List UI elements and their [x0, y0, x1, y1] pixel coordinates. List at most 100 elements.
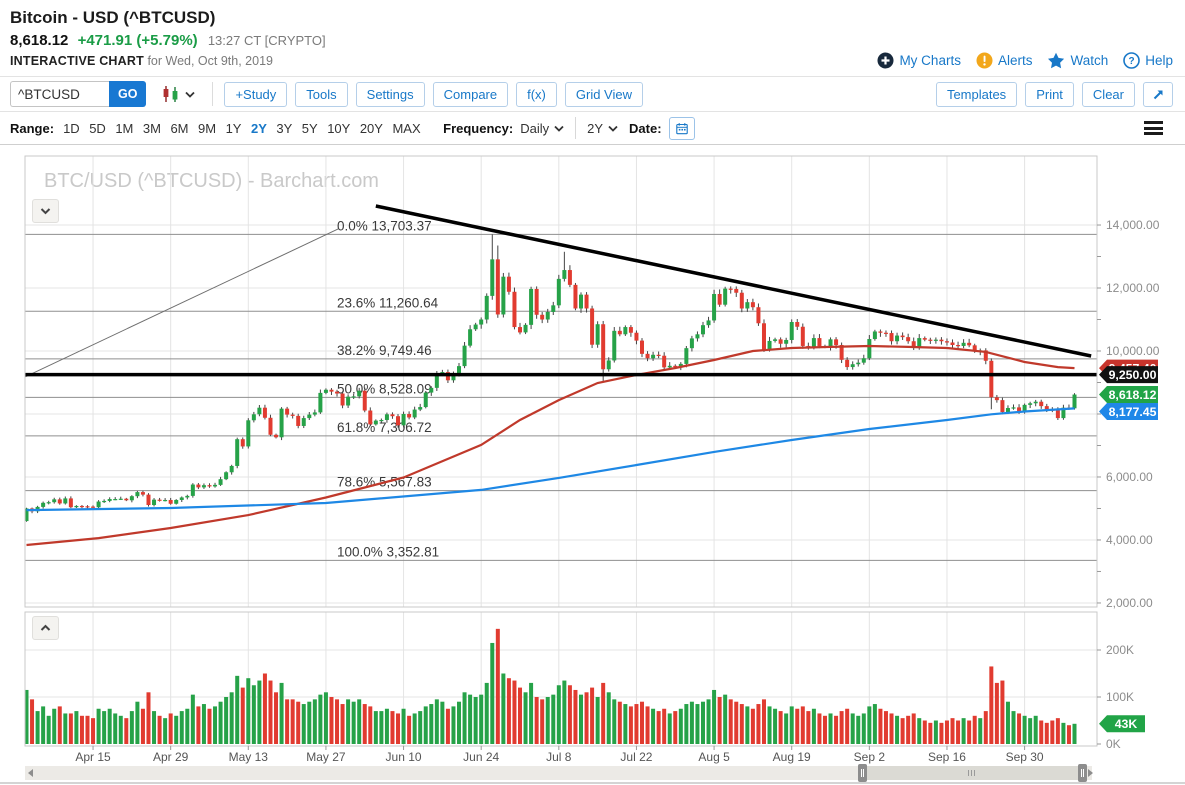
chart-scrollbar[interactable]	[25, 764, 1093, 782]
svg-text:200K: 200K	[1106, 643, 1134, 657]
function-button[interactable]: f(x)	[516, 81, 557, 107]
chevron-up-icon	[40, 624, 51, 631]
date-picker-button[interactable]	[668, 116, 695, 140]
range-option-1D[interactable]: 1D	[63, 120, 80, 136]
expand-chart-button[interactable]	[1143, 81, 1173, 107]
watch-link[interactable]: Watch	[1047, 52, 1108, 69]
chart-menu-button[interactable]	[1144, 121, 1163, 138]
watch-label: Watch	[1070, 53, 1109, 68]
range-option-5D[interactable]: 5D	[89, 120, 106, 136]
period-dropdown[interactable]: 2Y	[587, 121, 618, 136]
moving-averages	[26, 344, 1075, 547]
chevron-down-icon	[40, 208, 51, 215]
trendlines-under	[24, 228, 339, 378]
scrollbar-grip[interactable]	[968, 770, 975, 776]
range-option-6M[interactable]: 6M	[170, 120, 189, 136]
ascending-trendline[interactable]	[24, 228, 339, 378]
price-axis-labels: 14,000.0012,000.0010,000.008,000.006,000…	[1106, 218, 1160, 751]
svg-text:12,000.00: 12,000.00	[1106, 281, 1160, 295]
svg-text:9,250.00: 9,250.00	[1109, 368, 1157, 382]
svg-text:Jul 22: Jul 22	[620, 750, 652, 764]
svg-text:May 13: May 13	[229, 750, 269, 764]
scrollbar-right-arrow-icon[interactable]	[1088, 769, 1093, 777]
page-bottom-divider	[0, 782, 1185, 784]
range-label: Range:	[10, 120, 55, 136]
volume-pane-expand-button[interactable]	[32, 616, 59, 640]
chevron-down-icon	[185, 91, 196, 98]
candlestick-chart-icon	[164, 86, 178, 102]
chevron-down-icon	[554, 125, 564, 132]
quote-line: 8,618.12 +471.91 (+5.79%) 13:27 CT [CRYP…	[10, 32, 1175, 49]
svg-text:61.8% 7,306.72: 61.8% 7,306.72	[337, 420, 432, 435]
range-option-3M[interactable]: 3M	[142, 120, 161, 136]
toolbar-divider	[212, 82, 214, 106]
help-label: Help	[1145, 53, 1173, 68]
range-option-9M[interactable]: 9M	[198, 120, 217, 136]
range-option-2Y[interactable]: 2Y	[250, 120, 267, 136]
chart-type-button[interactable]	[155, 84, 201, 104]
add-study-button[interactable]: +Study	[224, 81, 288, 107]
chevron-down-icon	[608, 125, 618, 132]
templates-button[interactable]: Templates	[935, 81, 1018, 107]
go-button[interactable]: GO	[109, 81, 147, 107]
scrollbar-left-arrow-icon[interactable]	[28, 769, 33, 777]
my-charts-link[interactable]: My Charts	[877, 52, 961, 69]
scrollbar-right-handle[interactable]	[1078, 764, 1087, 782]
svg-text:0.0% 13,703.37: 0.0% 13,703.37	[337, 218, 432, 233]
help-link[interactable]: ? Help	[1123, 52, 1173, 69]
price-pane-collapse-button[interactable]	[32, 199, 59, 223]
compare-button[interactable]: Compare	[432, 81, 509, 107]
print-button[interactable]: Print	[1025, 81, 1074, 107]
clear-button[interactable]: Clear	[1081, 81, 1135, 107]
chart-toolbar: GO +Study Tools Settings Compare f(x) Gr…	[0, 76, 1185, 112]
svg-text:100.0% 3,352.81: 100.0% 3,352.81	[337, 544, 439, 559]
symbol-input[interactable]	[10, 81, 109, 107]
range-option-1M[interactable]: 1M	[115, 120, 134, 136]
range-option-10Y[interactable]: 10Y	[327, 120, 351, 136]
svg-text:4,000.00: 4,000.00	[1106, 533, 1153, 547]
pane-frames	[24, 155, 1101, 750]
scrollbar-left-handle[interactable]	[858, 764, 867, 782]
range-option-1Y[interactable]: 1Y	[225, 120, 242, 136]
svg-text:BTC/USD (^BTCUSD) - Barchart.c: BTC/USD (^BTCUSD) - Barchart.com	[44, 170, 379, 192]
svg-text:Jul 8: Jul 8	[546, 750, 572, 764]
svg-text:2,000.00: 2,000.00	[1106, 596, 1153, 610]
svg-text:14,000.00: 14,000.00	[1106, 218, 1160, 232]
chart-date: for Wed, Oct 9th, 2019	[147, 54, 273, 68]
grid-view-button[interactable]: Grid View	[564, 81, 644, 107]
svg-text:0K: 0K	[1106, 737, 1121, 751]
scrollbar-range[interactable]	[858, 764, 1087, 782]
settings-button[interactable]: Settings	[355, 81, 425, 107]
range-options: 1D 5D 1M 3M 6M 9M 1Y 2Y 3Y 5Y 10Y 20Y MAX	[63, 121, 430, 136]
chart-subtitle: INTERACTIVE CHART for Wed, Oct 9th, 2019	[10, 54, 1175, 76]
resistance-trendline[interactable]	[375, 204, 1092, 358]
range-option-3Y[interactable]: 3Y	[276, 120, 293, 136]
calendar-icon	[675, 122, 688, 134]
candlesticks	[24, 234, 1077, 522]
svg-text:10,000.00: 10,000.00	[1106, 344, 1160, 358]
star-icon	[1048, 52, 1065, 69]
range-bar-divider	[575, 117, 577, 139]
svg-text:Sep 30: Sep 30	[1006, 750, 1044, 764]
svg-text:38.2% 9,749.46: 38.2% 9,749.46	[337, 343, 432, 358]
expand-arrow-icon	[1153, 90, 1162, 99]
frequency-dropdown[interactable]: Daily	[520, 121, 564, 136]
range-option-20Y[interactable]: 20Y	[359, 120, 383, 136]
tools-button[interactable]: Tools	[295, 81, 348, 107]
range-option-MAX[interactable]: MAX	[392, 120, 421, 136]
svg-text:Aug 5: Aug 5	[698, 750, 730, 764]
blue-moving-average[interactable]	[26, 407, 1075, 512]
price-change: +471.91 (+5.79%)	[77, 32, 198, 49]
svg-text:May 27: May 27	[306, 750, 346, 764]
question-circle-icon: ?	[1123, 52, 1141, 69]
frequency-label: Frequency:	[443, 120, 514, 136]
range-bar: Range: 1D 5D 1M 3M 6M 9M 1Y 2Y 3Y 5Y 10Y 20Y MAX Fre…	[0, 112, 1185, 145]
svg-text:Aug 19: Aug 19	[773, 750, 811, 764]
svg-text:Sep 2: Sep 2	[854, 750, 886, 764]
svg-text:Jun 24: Jun 24	[463, 750, 499, 764]
range-option-5Y[interactable]: 5Y	[301, 120, 318, 136]
fibonacci-levels: 0.0% 13,703.37 23.6% 11,260.64 38.2% 9,749…	[25, 218, 1097, 561]
last-price: 8,618.12	[10, 32, 69, 49]
svg-text:6,000.00: 6,000.00	[1106, 470, 1153, 484]
alerts-link[interactable]: Alerts	[976, 52, 1032, 69]
